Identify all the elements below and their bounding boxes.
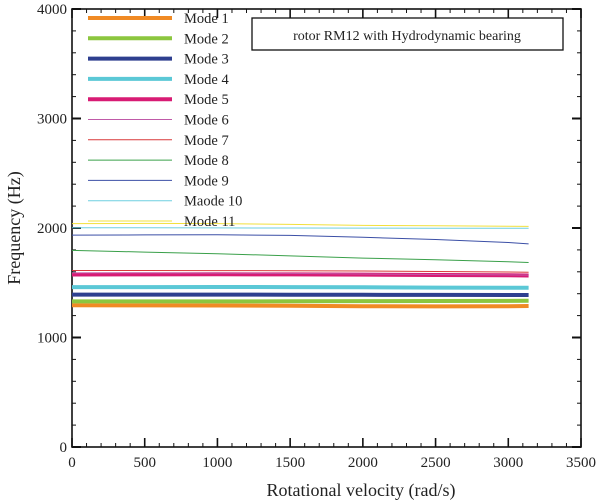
legend-label-1: Mode 1 — [184, 11, 229, 27]
y-tick-label: 2000 — [37, 221, 67, 237]
legend-label-2: Mode 2 — [184, 31, 229, 47]
series-lines — [71, 222, 529, 309]
series-line-8 — [71, 249, 529, 263]
series-line-7 — [72, 270, 529, 273]
y-tick-label: 1000 — [37, 331, 67, 347]
x-tick-label: 1000 — [202, 455, 232, 471]
legend: Mode 1 Mode 2 Mode 3 Mode 4 Mode 5 Mode 6 Mode… — [88, 11, 242, 230]
x-tick-label: 3000 — [493, 455, 523, 471]
legend-label-5: Mode 5 — [184, 92, 229, 108]
legend-label-8: Mode 8 — [184, 153, 229, 169]
annotation-box: rotor RM12 with Hydrodynamic bearing — [251, 17, 564, 51]
legend-label-9: Mode 9 — [184, 173, 229, 189]
series-line-10 — [72, 227, 529, 229]
series-line-1 — [71, 303, 529, 309]
x-tick-label: 0 — [68, 455, 76, 471]
series-line-11 — [71, 222, 529, 227]
legend-label-3: Mode 3 — [184, 52, 229, 68]
series-line-9 — [71, 234, 529, 245]
y-axis-title: Frequency (Hz) — [4, 171, 25, 284]
legend-label-4: Mode 4 — [184, 72, 229, 88]
series-line-2 — [72, 298, 529, 304]
x-tick-label: 2000 — [348, 455, 378, 471]
series-line-6 — [72, 272, 529, 276]
x-tick-label: 2500 — [421, 455, 451, 471]
x-axis-title: Rotational velocity (rad/s) — [267, 480, 456, 501]
y-tick-label: 4000 — [37, 2, 67, 18]
y-axis-ticks: 0 1000 2000 3000 4000 — [37, 2, 581, 456]
legend-label-10: Maode 10 — [184, 194, 242, 210]
x-axis-ticks: 0 500 1000 1500 2000 2500 3000 3500 — [68, 9, 596, 471]
legend-label-6: Mode 6 — [184, 113, 229, 129]
x-tick-label: 500 — [133, 455, 156, 471]
x-tick-label: 3500 — [566, 455, 596, 471]
y-tick-label: 3000 — [37, 112, 67, 128]
y-tick-label: 0 — [60, 440, 68, 456]
annotation-text: rotor RM12 with Hydrodynamic bearing — [293, 29, 521, 44]
series-line-4 — [72, 285, 529, 290]
legend-label-7: Mode 7 — [184, 133, 229, 149]
legend-label-11: Mode 11 — [184, 214, 235, 230]
x-tick-label: 1500 — [275, 455, 305, 471]
